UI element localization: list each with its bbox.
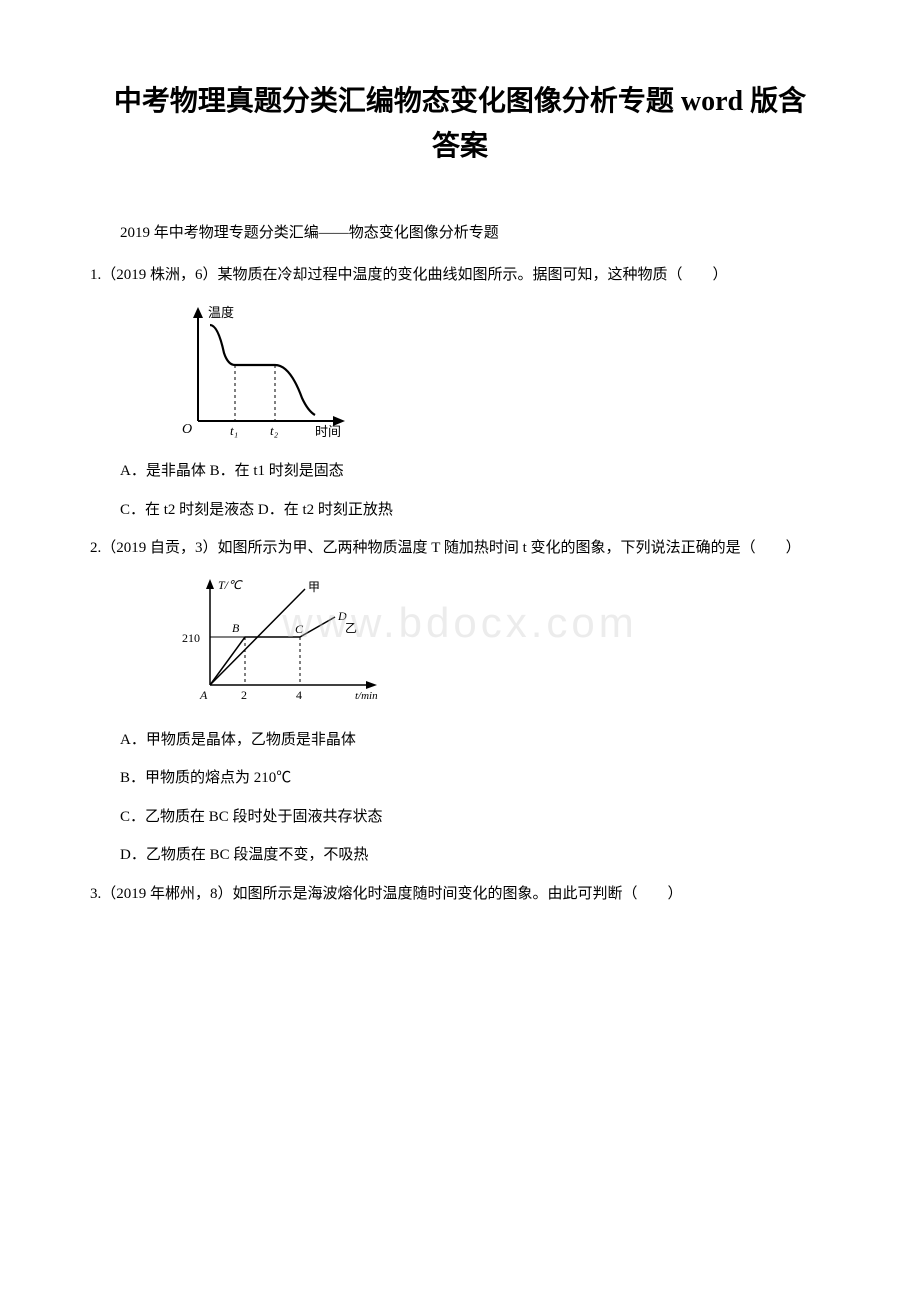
q1-t2: t₂ bbox=[270, 423, 279, 438]
q2-b: B bbox=[232, 621, 240, 635]
document-title: 中考物理真题分类汇编物态变化图像分析专题 word 版含 答案 bbox=[90, 80, 830, 170]
q2-block: www.bdocx.com 2.（2019 自贡，3）如图所示为甲、乙两种物质温… bbox=[90, 534, 830, 712]
q1-ylabel: 温度 bbox=[208, 305, 234, 320]
q2-origin: A bbox=[199, 688, 208, 702]
q3-stem: 3.（2019 年郴州，8）如图所示是海波熔化时温度随时间变化的图象。由此可判断… bbox=[90, 880, 830, 909]
q2-option-c: C．乙物质在 BC 段时处于固液共存状态 bbox=[90, 803, 830, 832]
q1-diagram: 温度 时间 O t₁ t₂ bbox=[170, 303, 830, 443]
q1-xlabel: 时间 bbox=[315, 424, 341, 438]
q2-option-b: B．甲物质的熔点为 210℃ bbox=[90, 764, 830, 793]
q1-option-cd: C．在 t2 时刻是液态 D．在 t2 时刻正放热 bbox=[90, 496, 830, 525]
q2-option-a: A．甲物质是晶体，乙物质是非晶体 bbox=[90, 726, 830, 755]
q1-stem: 1.（2019 株洲，6）某物质在冷却过程中温度的变化曲线如图所示。据图可知，这… bbox=[90, 261, 830, 290]
q1-origin: O bbox=[182, 422, 192, 437]
subtitle: 2019 年中考物理专题分类汇编——物态变化图像分析专题 bbox=[90, 220, 830, 247]
q2-xlabel: t/min bbox=[355, 690, 378, 702]
q2-jia: 甲 bbox=[308, 580, 320, 594]
q2-diagram: T/℃ t/min 210 甲 D 乙 B C 2 bbox=[170, 577, 830, 712]
q2-option-d: D．乙物质在 BC 段温度不变，不吸热 bbox=[90, 841, 830, 870]
title-line-2: 答案 bbox=[432, 131, 488, 162]
q1-option-ab: A．是非晶体 B．在 t1 时刻是固态 bbox=[90, 457, 830, 486]
q2-yi: 乙 bbox=[345, 621, 357, 635]
q2-c: C bbox=[295, 622, 304, 636]
q2-stem: 2.（2019 自贡，3）如图所示为甲、乙两种物质温度 T 随加热时间 t 变化… bbox=[90, 534, 830, 563]
q2-ytick: 210 bbox=[182, 631, 200, 645]
q2-xtick2: 4 bbox=[296, 688, 302, 702]
document-container: 中考物理真题分类汇编物态变化图像分析专题 word 版含 答案 2019 年中考… bbox=[90, 80, 830, 908]
q2-ylabel: T/℃ bbox=[218, 578, 243, 592]
q1-t1: t₁ bbox=[230, 423, 238, 438]
title-line-1: 中考物理真题分类汇编物态变化图像分析专题 word 版含 bbox=[114, 86, 806, 117]
q2-xtick1: 2 bbox=[241, 688, 247, 702]
